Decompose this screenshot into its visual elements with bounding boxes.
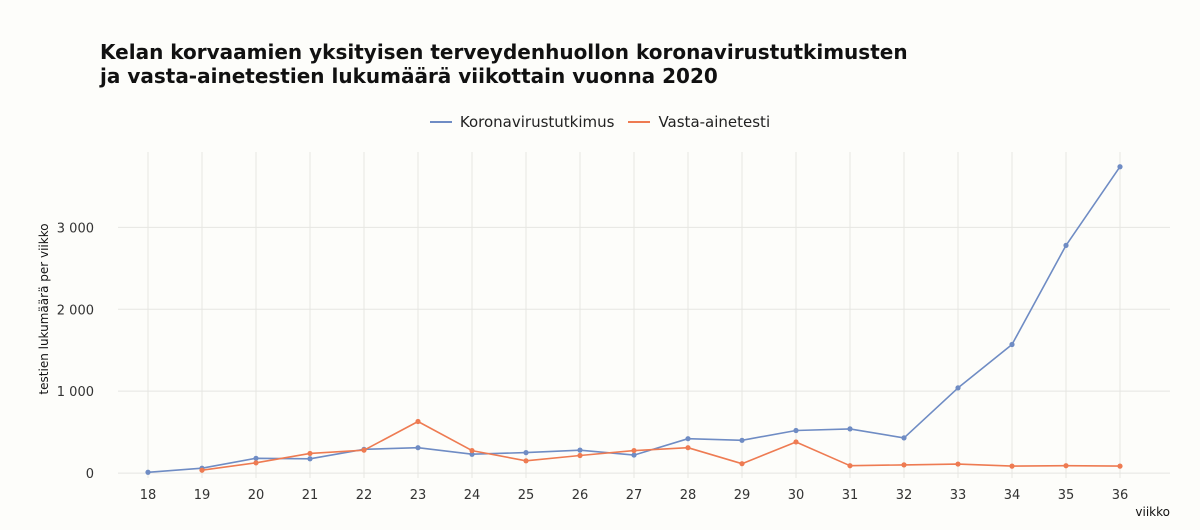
x-tick-label: 30 — [788, 488, 805, 503]
legend-label-vasta-ainetesti: Vasta-ainetesti — [658, 113, 771, 131]
data-point-vasta-ainetesti[interactable] — [631, 447, 637, 454]
data-point-vasta-ainetesti[interactable] — [793, 439, 799, 445]
chart-title: Kelan korvaamien yksityisen terveydenhuo… — [100, 40, 1000, 88]
data-point-vasta-ainetesti[interactable] — [685, 445, 691, 451]
data-point-koronavirustutkimus[interactable] — [793, 427, 799, 434]
chart-title-line-2: ja vasta-ainetestien lukumäärä viikottai… — [100, 64, 718, 88]
x-tick-label: 32 — [896, 488, 913, 503]
x-tick-label: 24 — [464, 488, 481, 503]
x-tick-label: 21 — [302, 488, 319, 503]
data-point-koronavirustutkimus[interactable] — [1117, 164, 1123, 170]
data-point-vasta-ainetesti[interactable] — [577, 452, 583, 459]
data-point-vasta-ainetesti[interactable] — [1009, 463, 1015, 469]
x-tick-label: 34 — [1004, 488, 1021, 503]
data-point-koronavirustutkimus[interactable] — [307, 456, 313, 462]
data-point-koronavirustutkimus[interactable] — [145, 469, 151, 475]
data-point-koronavirustutkimus[interactable] — [253, 455, 259, 461]
legend-swatch-koronavirustutkimus — [429, 121, 452, 123]
data-point-vasta-ainetesti[interactable] — [253, 460, 259, 466]
data-point-koronavirustutkimus[interactable] — [1009, 341, 1015, 348]
data-point-koronavirustutkimus[interactable] — [415, 445, 421, 451]
data-point-koronavirustutkimus[interactable] — [955, 385, 961, 391]
y-axis-label: testien lukumäärä per viikko — [37, 223, 51, 394]
data-point-koronavirustutkimus[interactable] — [901, 435, 907, 441]
x-tick-label: 25 — [518, 488, 535, 503]
x-tick-label: 18 — [140, 488, 157, 503]
x-tick-label: 35 — [1058, 488, 1075, 503]
data-point-vasta-ainetesti[interactable] — [523, 458, 529, 464]
series-layer — [145, 164, 1123, 475]
data-point-koronavirustutkimus[interactable] — [577, 447, 583, 453]
data-point-vasta-ainetesti[interactable] — [469, 447, 475, 454]
legend-label-koronavirustutkimus: Koronavirustutkimus — [459, 113, 615, 131]
data-point-vasta-ainetesti[interactable] — [1117, 463, 1123, 469]
data-point-koronavirustutkimus[interactable] — [469, 451, 475, 457]
series-line-vasta-ainetesti — [201, 420, 1121, 471]
x-tick-label: 36 — [1112, 488, 1129, 503]
data-point-koronavirustutkimus[interactable] — [847, 426, 853, 432]
legend-item-vasta-ainetesti[interactable]: Vasta-ainetesti — [628, 113, 770, 131]
x-tick-label: 33 — [950, 488, 967, 503]
y-tick-label: 0 — [86, 467, 94, 482]
legend-swatch-vasta-ainetesti — [628, 121, 651, 123]
y-tick-label: 1 000 — [57, 385, 94, 400]
chart-title-line-1: Kelan korvaamien yksityisen terveydenhuo… — [100, 40, 908, 64]
x-axis-label: viikko — [1135, 505, 1170, 519]
x-tick-label: 27 — [626, 488, 643, 503]
data-point-vasta-ainetesti[interactable] — [415, 418, 421, 425]
x-tick-label: 28 — [680, 488, 697, 503]
x-tick-label: 20 — [248, 488, 265, 503]
data-point-vasta-ainetesti[interactable] — [199, 467, 205, 473]
x-tick-label: 26 — [572, 488, 589, 503]
x-tick-label: 22 — [356, 488, 373, 503]
data-point-koronavirustutkimus[interactable] — [631, 452, 637, 458]
data-point-koronavirustutkimus[interactable] — [1063, 242, 1069, 248]
legend: Koronavirustutkimus Vasta-ainetesti — [0, 113, 1200, 131]
data-point-koronavirustutkimus[interactable] — [685, 436, 691, 442]
data-point-koronavirustutkimus[interactable] — [523, 450, 529, 456]
y-tick-label: 3 000 — [57, 221, 94, 236]
y-tick-label: 2 000 — [57, 303, 94, 318]
x-tick-label: 29 — [734, 488, 751, 503]
tick-labels: 18 19 20 21 22 23 24 25 26 27 28 29 30 31 32 33 34 35 36 0 1… — [57, 221, 1128, 503]
data-point-vasta-ainetesti[interactable] — [361, 447, 367, 453]
data-point-vasta-ainetesti[interactable] — [1063, 463, 1069, 469]
grid — [118, 152, 1170, 478]
data-point-koronavirustutkimus[interactable] — [739, 437, 745, 443]
data-point-vasta-ainetesti[interactable] — [307, 450, 313, 457]
x-tick-label: 19 — [194, 488, 211, 503]
data-point-vasta-ainetesti[interactable] — [901, 462, 907, 468]
x-tick-label: 31 — [842, 488, 859, 503]
data-point-vasta-ainetesti[interactable] — [847, 463, 853, 469]
data-point-vasta-ainetesti[interactable] — [955, 461, 961, 467]
x-tick-label: 23 — [410, 488, 427, 503]
legend-item-koronavirustutkimus[interactable]: Koronavirustutkimus — [429, 113, 615, 131]
data-point-vasta-ainetesti[interactable] — [739, 461, 745, 467]
